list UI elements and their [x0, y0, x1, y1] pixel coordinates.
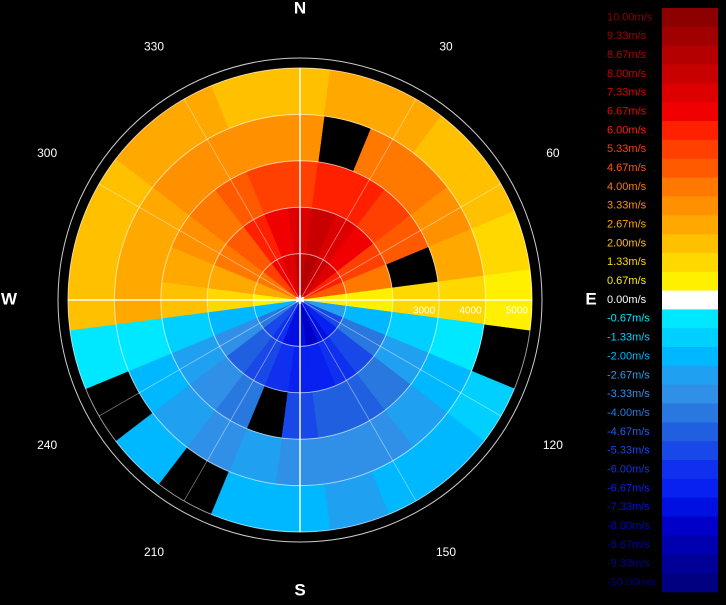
colorbar-cell — [662, 497, 718, 517]
colorbar-label: 2.00m/s — [607, 237, 647, 249]
colorbar-cell — [662, 422, 718, 442]
colorbar-label: 4.00m/s — [607, 181, 647, 193]
colorbar-cell — [662, 215, 718, 235]
colorbar-label: 3.33m/s — [607, 200, 647, 212]
colorbar-label: 2.67m/s — [607, 219, 647, 231]
compass-label: E — [585, 289, 596, 308]
colorbar-label: 10.00m/s — [607, 11, 653, 23]
colorbar-label: -1.33m/s — [607, 332, 650, 344]
colorbar-cell — [662, 121, 718, 141]
compass-label: N — [294, 0, 306, 17]
angle-label: 240 — [37, 438, 57, 452]
colorbar-cell — [662, 460, 718, 480]
angle-label: 150 — [436, 545, 456, 559]
spoke — [98, 299, 301, 417]
colorbar-label: -8.00m/s — [607, 520, 650, 532]
spoke — [299, 299, 417, 502]
colorbar-label: 8.00m/s — [607, 68, 647, 80]
colorbar-cell — [662, 290, 718, 310]
colorbar-label: 8.67m/s — [607, 49, 647, 61]
center-mark: ✱ — [295, 293, 305, 307]
colorbar-label: -6.67m/s — [607, 482, 650, 494]
angle-label: 120 — [543, 438, 563, 452]
colorbar-cell — [662, 554, 718, 574]
colorbar-label: -2.67m/s — [607, 369, 650, 381]
colorbar-cell — [662, 535, 718, 555]
spoke — [98, 183, 301, 301]
spoke — [299, 299, 502, 417]
colorbar-cell — [662, 26, 718, 46]
colorbar-label: 0.00m/s — [607, 294, 647, 306]
colorbar-label: -7.33m/s — [607, 501, 650, 513]
colorbar-label: -2.00m/s — [607, 350, 650, 362]
angle-label: 60 — [546, 146, 560, 160]
colorbar-cell — [662, 64, 718, 84]
colorbar-label: 6.67m/s — [607, 106, 647, 118]
colorbar-cell — [662, 102, 718, 122]
colorbar-cell — [662, 8, 718, 28]
colorbar-cell — [662, 177, 718, 197]
colorbar-label: -6.00m/s — [607, 463, 650, 475]
colorbar-cell — [662, 271, 718, 291]
range-label: 4000 — [459, 306, 482, 317]
colorbar-label: -5.33m/s — [607, 445, 650, 457]
colorbar-label: -0.67m/s — [607, 313, 650, 325]
angle-label: 210 — [144, 545, 164, 559]
colorbar-cell — [662, 365, 718, 386]
colorbar-cell — [662, 478, 718, 499]
colorbar-label: 0.67m/s — [607, 275, 647, 287]
colorbar-label: 5.33m/s — [607, 143, 647, 155]
angle-label: 30 — [439, 39, 453, 53]
colorbar-cell — [662, 196, 718, 216]
colorbar-cell — [662, 441, 718, 461]
colorbar-cell — [662, 252, 718, 273]
compass-label: S — [294, 580, 305, 599]
colorbar-label: -4.67m/s — [607, 426, 650, 438]
polar-grid: ✱ — [57, 57, 543, 543]
colorbar-label: 4.67m/s — [607, 162, 647, 174]
colorbar-cell — [662, 83, 718, 103]
compass-label: W — [1, 289, 18, 308]
colorbar-label: -4.00m/s — [607, 407, 650, 419]
angle-label: 300 — [37, 146, 57, 160]
colorbar-cell — [662, 309, 718, 329]
spoke — [183, 98, 301, 301]
colorbar-label: 7.33m/s — [607, 87, 647, 99]
colorbar-label: -3.33m/s — [607, 388, 650, 400]
colorbar-cell — [662, 347, 718, 367]
spoke — [299, 98, 417, 301]
colorbar-cell — [662, 139, 718, 160]
spoke — [299, 183, 502, 301]
range-label: 3000 — [413, 306, 436, 317]
colorbar-cell — [662, 234, 718, 254]
colorbar-label: 6.00m/s — [607, 124, 647, 136]
outer-ring — [57, 57, 543, 543]
colorbar-cell — [662, 45, 718, 65]
colorbar-label: 9.33m/s — [607, 30, 647, 42]
colorbar-cell — [662, 403, 718, 423]
colorbar-cell — [662, 158, 718, 178]
colorbar-label: -8.67m/s — [607, 539, 650, 551]
colorbar-label: -10.00m/s — [607, 576, 656, 588]
angle-label: 330 — [144, 39, 164, 53]
spoke — [183, 299, 301, 502]
colorbar-cell — [662, 384, 718, 404]
colorbar-label: -9.33m/s — [607, 558, 650, 570]
velocity-field — [67, 67, 533, 533]
colorbar: 10.00m/s 9.33m/s 8.67m/s 8.00m/s 7.33m/s 6.67… — [607, 8, 718, 593]
colorbar-cell — [662, 516, 718, 536]
colorbar-cell — [662, 328, 718, 348]
colorbar-label: 1.33m/s — [607, 256, 647, 268]
polar-labels: 3000 4000 5000 N E S W 30 60 120 150 210 240 300 330 — [1, 0, 597, 599]
range-label: 5000 — [506, 306, 529, 317]
colorbar-cell — [662, 573, 718, 593]
